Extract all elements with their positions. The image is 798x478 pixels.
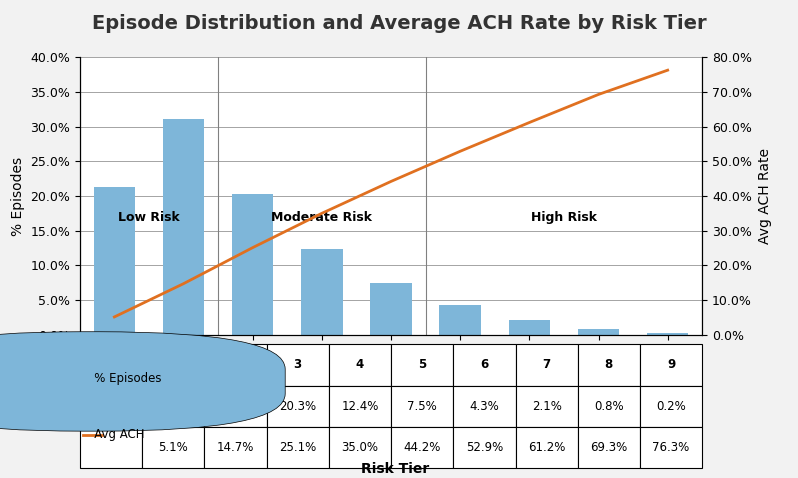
Bar: [163, 119, 204, 335]
Bar: [508, 320, 550, 335]
Text: Avg ACH: Avg ACH: [83, 428, 144, 441]
Text: Moderate Risk: Moderate Risk: [271, 211, 373, 224]
Text: % Episodes: % Episodes: [83, 372, 161, 385]
Text: Low Risk: Low Risk: [118, 211, 180, 224]
Bar: [301, 249, 342, 335]
Bar: [370, 282, 412, 335]
Bar: [232, 194, 274, 335]
Bar: [578, 329, 619, 335]
Text: Risk Tier: Risk Tier: [361, 462, 429, 476]
Bar: [647, 333, 689, 335]
Bar: [440, 305, 481, 335]
Bar: [93, 187, 135, 335]
Y-axis label: Avg ACH Rate: Avg ACH Rate: [757, 148, 772, 244]
Text: Episode Distribution and Average ACH Rate by Risk Tier: Episode Distribution and Average ACH Rat…: [92, 14, 706, 33]
FancyBboxPatch shape: [0, 332, 285, 431]
Text: High Risk: High Risk: [531, 211, 597, 224]
Y-axis label: % Episodes: % Episodes: [10, 156, 25, 236]
